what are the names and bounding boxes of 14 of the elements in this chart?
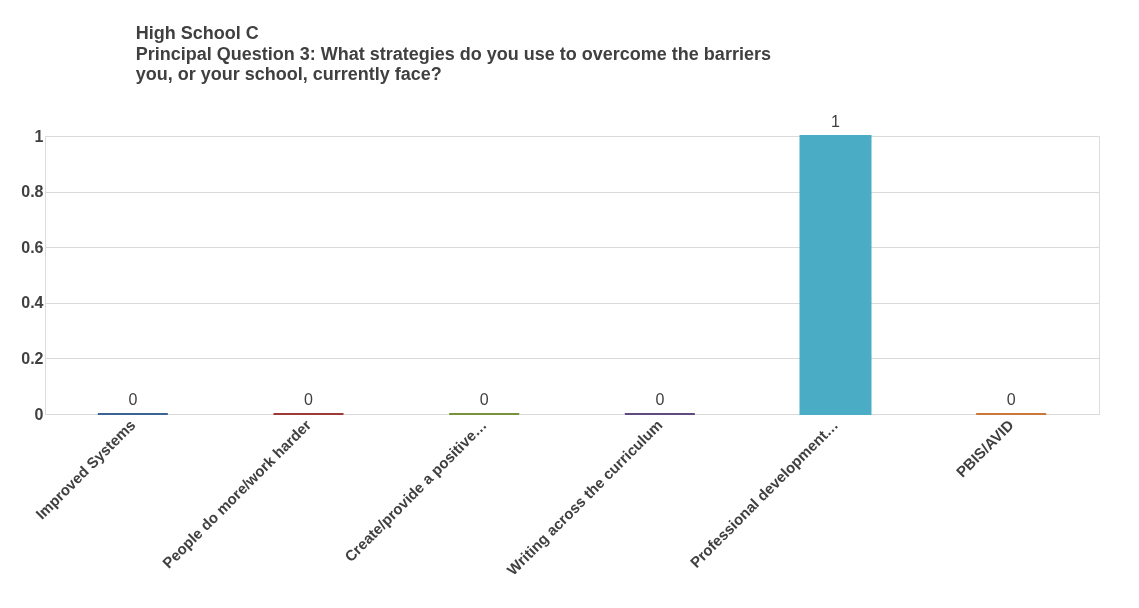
y-tick-label: 1 bbox=[34, 127, 44, 145]
data-label: 0 bbox=[479, 391, 489, 408]
y-tick-label: 0.8 bbox=[21, 183, 44, 201]
y-tick-label: 0.6 bbox=[21, 238, 44, 256]
data-label: 0 bbox=[1006, 391, 1016, 408]
y-tick-label: 0 bbox=[34, 405, 44, 423]
chart-title: High School C bbox=[135, 23, 259, 43]
data-label: 0 bbox=[655, 391, 665, 408]
data-label: 0 bbox=[128, 391, 138, 408]
y-tick-label: 0.4 bbox=[21, 294, 44, 312]
data-label: 0 bbox=[304, 391, 314, 408]
chart-subtitle: Principal Question 3: What strategies do you use to overcome the barriers you, or your school, currently face? bbox=[135, 44, 771, 84]
data-label: 1 bbox=[831, 113, 841, 130]
y-tick-label: 0.2 bbox=[21, 349, 44, 367]
